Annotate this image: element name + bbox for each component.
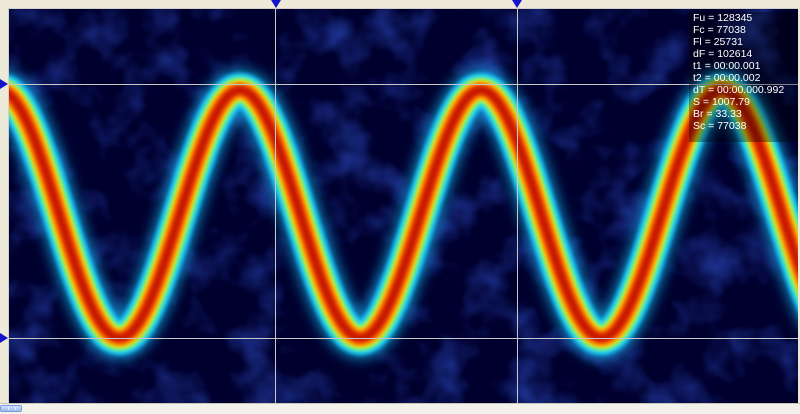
signal-trace <box>9 68 798 360</box>
readout-t1: t1 = 00:00.001 <box>693 60 761 72</box>
readout-df: dF = 102614 <box>693 48 753 60</box>
frequency-cursor-upper-line[interactable] <box>9 84 798 85</box>
spectrogram-plot[interactable]: Fu = 128345 Fc = 77038 Fl = 25731 dF = 1… <box>8 8 798 404</box>
time-cursor-1-marker-icon[interactable] <box>271 0 281 8</box>
readout-sc: Sc = 77038 <box>693 120 747 132</box>
readout-s: S = 1007.79 <box>693 96 750 108</box>
time-cursor-1-line[interactable] <box>275 9 276 404</box>
frequency-cursor-upper-marker-icon[interactable] <box>0 79 8 89</box>
measurement-readout: Fu = 128345 Fc = 77038 Fl = 25731 dF = 1… <box>689 12 798 142</box>
horizontal-scrollbar[interactable] <box>0 403 800 414</box>
scrollbar-thumb[interactable] <box>0 405 22 412</box>
frequency-cursor-lower-line[interactable] <box>9 338 798 339</box>
readout-fu: Fu = 128345 <box>693 12 753 24</box>
time-cursor-2-line[interactable] <box>517 9 518 404</box>
readout-t2: t2 = 00:00.002 <box>693 72 761 84</box>
frequency-cursor-lower-marker-icon[interactable] <box>0 333 8 343</box>
readout-br: Br = 33.33 <box>693 108 742 120</box>
readout-fc: Fc = 77038 <box>693 24 746 36</box>
signal-core-band <box>9 85 798 343</box>
readout-fl: Fl = 25731 <box>693 36 743 48</box>
grip-icon <box>8 407 16 410</box>
time-cursor-2-marker-icon[interactable] <box>512 0 522 8</box>
spectrogram-canvas <box>9 9 798 404</box>
readout-dt: dT = 00:00.000.992 <box>693 84 785 96</box>
